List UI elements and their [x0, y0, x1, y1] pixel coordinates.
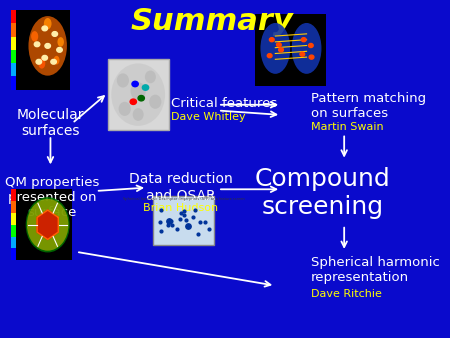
Ellipse shape — [130, 82, 146, 100]
Text: Dave Whitley: Dave Whitley — [171, 112, 245, 122]
Circle shape — [45, 44, 50, 48]
Ellipse shape — [26, 197, 70, 252]
Text: Summary: Summary — [130, 7, 293, 37]
Circle shape — [36, 59, 41, 64]
Bar — [11, 189, 72, 260]
Circle shape — [138, 95, 144, 101]
Ellipse shape — [119, 102, 131, 116]
Bar — [11, 237, 16, 248]
Point — [177, 216, 184, 222]
Circle shape — [308, 44, 313, 48]
Bar — [11, 189, 16, 201]
Point — [165, 222, 172, 228]
Point — [205, 226, 212, 232]
Ellipse shape — [58, 37, 64, 47]
Ellipse shape — [44, 18, 52, 29]
Bar — [256, 14, 326, 86]
Text: Martin Swain: Martin Swain — [310, 122, 383, 132]
Text: Spherical harmonic
representation: Spherical harmonic representation — [310, 257, 440, 284]
Circle shape — [309, 55, 314, 59]
Point — [158, 208, 165, 213]
Bar — [11, 225, 16, 237]
Text: Molecular
surfaces: Molecular surfaces — [17, 108, 84, 139]
Ellipse shape — [28, 16, 67, 76]
Ellipse shape — [117, 73, 129, 88]
Point — [189, 214, 197, 220]
Bar — [11, 10, 70, 90]
Circle shape — [270, 38, 274, 42]
Point — [180, 212, 187, 218]
Bar — [11, 10, 16, 23]
Circle shape — [142, 85, 148, 90]
Bar — [11, 23, 16, 37]
Text: Spherical harmonic Descriptor fingerprints (SFP) as a feature screen: Spherical harmonic Descriptor fingerprin… — [123, 197, 244, 201]
Point — [177, 210, 184, 215]
Ellipse shape — [38, 58, 45, 69]
Text: Pattern matching
on surfaces: Pattern matching on surfaces — [310, 93, 426, 120]
Ellipse shape — [27, 199, 68, 251]
Text: QM properties
presented on
surface: QM properties presented on surface — [5, 176, 99, 219]
Point — [167, 218, 175, 224]
Point — [202, 219, 209, 225]
Ellipse shape — [54, 56, 59, 65]
Circle shape — [267, 54, 272, 58]
Bar — [11, 37, 16, 50]
Point — [195, 232, 202, 237]
Polygon shape — [37, 210, 58, 239]
Ellipse shape — [292, 23, 321, 74]
Bar — [153, 196, 214, 245]
Bar — [11, 213, 16, 225]
Circle shape — [130, 99, 136, 104]
Ellipse shape — [111, 64, 165, 126]
Point — [174, 227, 181, 232]
Point — [165, 219, 172, 224]
Circle shape — [34, 42, 40, 47]
Ellipse shape — [145, 71, 156, 83]
Text: Brian Hudson: Brian Hudson — [143, 203, 218, 213]
Text: Data reduction
and QSAR: Data reduction and QSAR — [129, 172, 233, 203]
Circle shape — [302, 38, 306, 42]
Point — [157, 229, 164, 234]
Circle shape — [300, 52, 305, 56]
Text: Compound
screening: Compound screening — [255, 167, 390, 219]
Bar — [11, 248, 16, 260]
Ellipse shape — [31, 31, 38, 42]
Circle shape — [42, 55, 48, 60]
Point — [157, 219, 164, 224]
Bar — [11, 63, 16, 76]
Bar — [11, 50, 16, 63]
Ellipse shape — [133, 108, 144, 121]
Circle shape — [51, 59, 56, 64]
Ellipse shape — [149, 95, 162, 109]
Ellipse shape — [261, 23, 290, 74]
Bar — [11, 201, 16, 213]
Circle shape — [276, 43, 281, 47]
Circle shape — [52, 32, 58, 36]
Text: Critical features: Critical features — [171, 97, 277, 110]
Text: Dave Ritchie: Dave Ritchie — [310, 289, 382, 299]
Point — [169, 222, 176, 228]
Circle shape — [132, 81, 138, 87]
Point — [192, 207, 199, 212]
Point — [180, 208, 187, 213]
Circle shape — [279, 48, 284, 52]
Circle shape — [57, 48, 62, 52]
Point — [185, 224, 192, 229]
Bar — [11, 76, 16, 90]
Point — [196, 220, 203, 225]
Bar — [108, 59, 169, 130]
Point — [182, 218, 189, 223]
Circle shape — [42, 26, 48, 31]
